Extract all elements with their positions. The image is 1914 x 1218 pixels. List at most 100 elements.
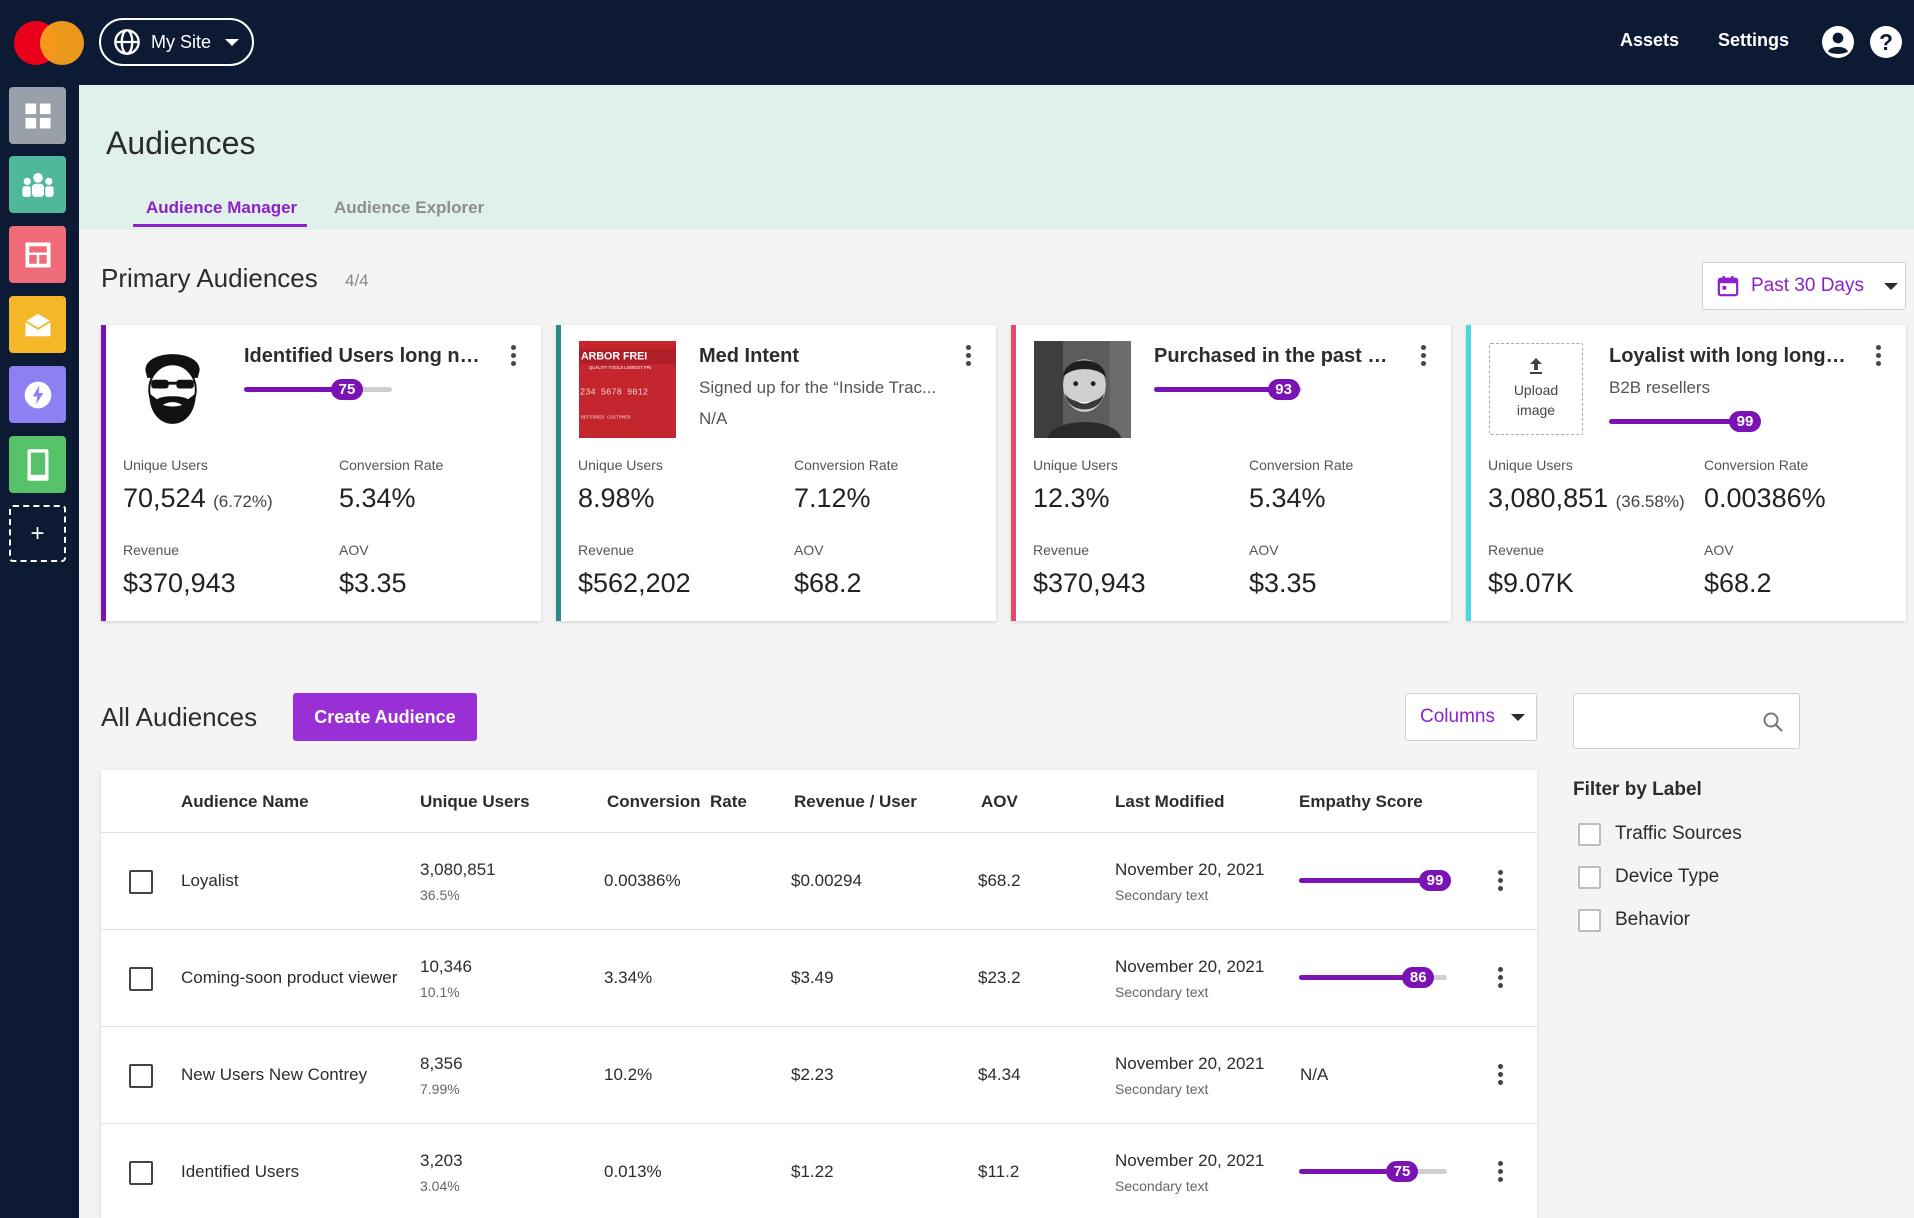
unique-users-pct: 10.1% [420,984,460,1000]
unique-users-pct: 3.04% [420,1178,460,1194]
column-header-revenue[interactable]: Revenue / User [794,792,917,811]
audience-card[interactable]: Purchased in the past year 93 Unique Use… [1011,325,1451,621]
row-checkbox[interactable] [129,967,153,991]
conversion-rate-label: Conversion Rate [339,457,444,473]
svg-text:234 5678 9012: 234 5678 9012 [580,387,648,397]
unique-users-label: Unique Users [1488,457,1573,473]
empathy-score: 99 [1609,411,1761,433]
table-row[interactable]: Identified Users 3,203 3.04% 0.013% $1.2… [101,1123,1537,1218]
calendar-icon [1717,275,1739,297]
last-modified-sub: Secondary text [1115,1178,1209,1194]
column-header-last-modified[interactable]: Last Modified [1115,792,1225,811]
column-header-unique-users[interactable]: Unique Users [420,792,530,811]
empathy-score-na: N/A [1300,1065,1329,1084]
brand-logo[interactable] [14,21,84,65]
table-row[interactable]: Coming-soon product viewer 10,346 10.1% … [101,929,1537,1026]
more-vert-icon[interactable] [1498,1161,1504,1185]
account-icon[interactable] [1822,26,1854,58]
upload-label-2: image [1516,402,1556,418]
table-row[interactable]: New Users New Contrey 8,356 7.99% 10.2% … [101,1026,1537,1123]
column-header-conversion[interactable]: Conversion Rate [607,792,747,811]
date-range-select[interactable]: Past 30 Days [1702,262,1906,310]
card-title: Identified Users long na... [244,345,484,367]
audience-name[interactable]: New Users New Contrey [181,1065,368,1084]
rail-add-button[interactable]: + [9,505,66,562]
tablet-icon [27,448,48,481]
unique-users-value: 12.3% [1033,483,1110,513]
filter-traffic-sources[interactable]: Traffic Sources [1578,822,1742,846]
revenue-value: $9.07K [1488,568,1574,598]
audience-card[interactable]: ARBOR FREI QUALITY TOOLS LOWEST PRI 234 … [556,325,996,621]
more-vert-icon[interactable] [1498,1064,1504,1088]
rail-layout[interactable] [9,226,66,283]
all-audiences-title: All Audiences [101,702,258,732]
card-subtitle-2: N/A [699,409,728,428]
rail-dashboard[interactable] [9,87,66,144]
man-portrait-photo [1034,341,1131,438]
filter-behavior[interactable]: Behavior [1578,908,1690,932]
aov: $23.2 [978,968,1021,987]
chevron-down-icon [225,38,240,46]
empathy-score: 75 [1299,1161,1447,1183]
row-checkbox[interactable] [129,1064,153,1088]
page-title: Audiences [106,125,256,161]
revenue-per-user: $2.23 [791,1065,834,1084]
row-checkbox[interactable] [129,1161,153,1185]
filter-by-label-title: Filter by Label [1573,779,1702,800]
search-input[interactable] [1573,693,1800,749]
last-modified-sub: Secondary text [1115,887,1209,903]
conversion-rate-value: 0.00386% [1704,483,1826,513]
nav-settings[interactable]: Settings [1718,30,1790,50]
unique-users: 8,356 [420,1054,463,1073]
filter-checkbox[interactable] [1578,865,1601,889]
rail-mail[interactable] [9,296,66,353]
column-header-empathy[interactable]: Empathy Score [1299,792,1423,811]
site-selector[interactable]: My Site [99,18,254,66]
audience-card[interactable]: Identified Users long na... 75 Unique Us… [101,325,541,621]
table-row[interactable]: Loyalist 3,080,851 36.5% 0.00386% $0.002… [101,832,1537,929]
more-vert-icon[interactable] [1498,967,1504,991]
audience-card[interactable]: Upload image Loyalist with long long lo.… [1466,325,1906,621]
upload-image-button[interactable]: Upload image [1489,343,1583,435]
last-modified: November 20, 2021 [1115,1054,1265,1073]
primary-audiences-title: Primary Audiences [101,263,318,293]
conversion-rate-value: 5.34% [339,483,416,513]
more-vert-icon[interactable] [1498,870,1504,894]
card-subtitle: Signed up for the “Inside Trac... [699,378,937,397]
last-modified: November 20, 2021 [1115,860,1265,879]
more-vert-icon[interactable] [511,345,517,367]
row-checkbox[interactable] [129,870,153,894]
rail-audiences[interactable] [9,156,66,213]
filter-checkbox[interactable] [1578,908,1601,932]
aov: $4.34 [978,1065,1021,1084]
filter-device-type[interactable]: Device Type [1578,865,1719,889]
audience-name[interactable]: Loyalist [181,871,239,890]
tab-audience-manager[interactable]: Audience Manager [146,198,298,217]
aov-value: $68.2 [794,568,862,598]
help-icon[interactable]: ? [1870,26,1902,58]
date-range-label: Past 30 Days [1751,275,1864,296]
filter-checkbox[interactable] [1578,822,1601,846]
search-icon [1763,712,1783,732]
columns-select[interactable]: Columns [1405,693,1537,741]
create-audience-button[interactable]: Create Audience [293,693,477,741]
column-header-aov[interactable]: AOV [981,792,1018,811]
people-icon [21,172,54,197]
more-vert-icon[interactable] [966,345,972,367]
audience-name[interactable]: Identified Users [181,1162,300,1181]
empathy-score: 75 [244,379,392,401]
more-vert-icon[interactable] [1421,345,1427,367]
more-vert-icon[interactable] [1876,345,1882,367]
unique-users-pct: 36.5% [420,887,460,903]
conversion-rate-value: 5.34% [1249,483,1326,513]
aov-label: AOV [1249,542,1279,558]
column-header-name[interactable]: Audience Name [181,792,309,811]
conversion-rate: 0.00386% [604,871,681,890]
nav-assets[interactable]: Assets [1620,30,1680,50]
tab-audience-explorer[interactable]: Audience Explorer [334,198,485,217]
rail-automation[interactable] [9,366,66,423]
audience-name[interactable]: Coming-soon product viewer [181,968,398,987]
globe-icon [114,29,140,55]
last-modified: November 20, 2021 [1115,957,1265,976]
rail-devices[interactable] [9,436,66,493]
